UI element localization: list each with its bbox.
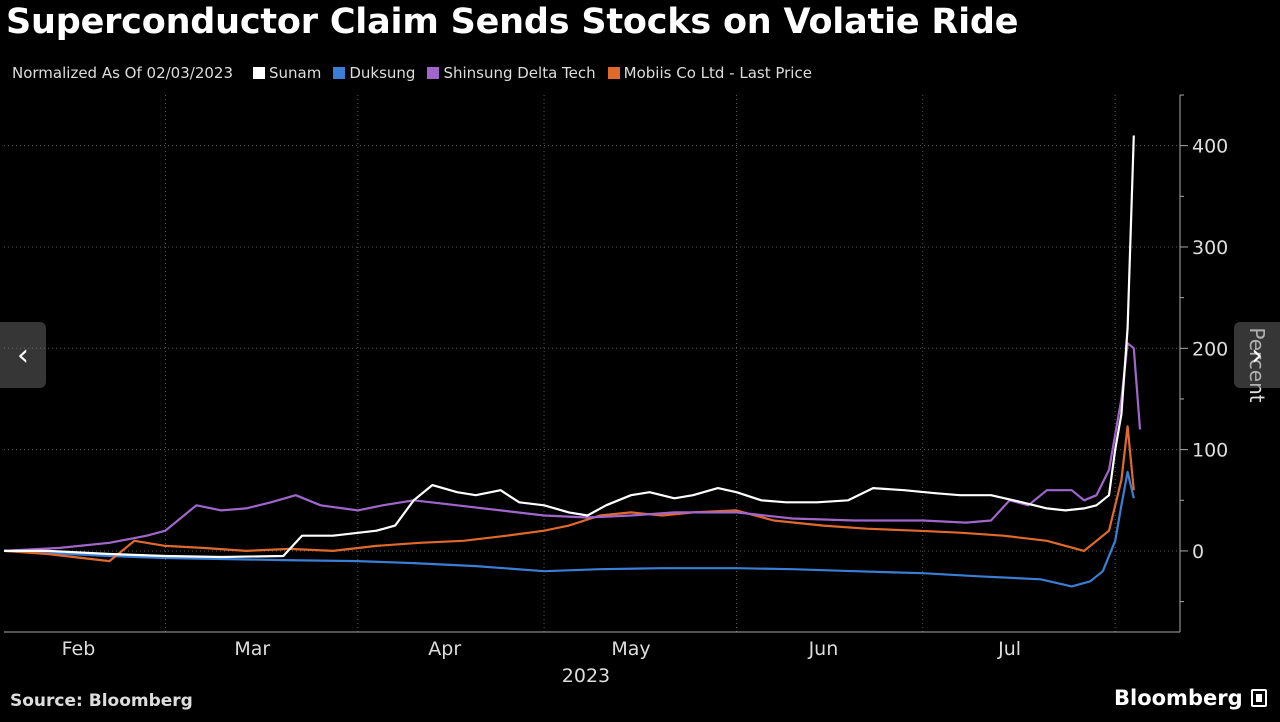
y-axis-title: Percent: [1245, 327, 1269, 402]
chevron-right-icon[interactable]: ›: [1234, 322, 1280, 388]
legend-swatch-duksung: [333, 67, 346, 79]
source-note: Source: Bloomberg: [10, 691, 193, 711]
x-tick-label: Jun: [808, 638, 839, 660]
series-line-sunam: [4, 135, 1135, 559]
legend-label-mobiis: Mobiis Co Ltd - Last Price: [623, 64, 812, 82]
brand-logo: Bloomberg: [1114, 686, 1267, 710]
chevron-left-icon[interactable]: ‹: [0, 322, 46, 388]
legend-label-duksung: Duksung: [349, 64, 416, 82]
legend-label-shinsung: Shinsung Delta Tech: [443, 64, 596, 82]
chart-title: Superconductor Claim Sends Stocks on Vol…: [6, 2, 1019, 42]
y-tick-label: 300: [1192, 237, 1228, 259]
x-tick-label: Jul: [997, 638, 1021, 660]
normalized-note: Normalized As Of 02/03/2023: [12, 64, 233, 82]
series-line-mobiis: [3, 425, 1135, 563]
legend-item-duksung: Duksung: [333, 64, 415, 82]
legend-swatch-mobiis: [607, 67, 620, 79]
x-tick-label: Feb: [62, 638, 96, 660]
y-tick-label: 400: [1192, 136, 1228, 158]
bloomberg-mark-icon: [1250, 689, 1267, 707]
brand-name: Bloomberg: [1114, 686, 1243, 710]
legend-swatch-shinsung: [427, 67, 440, 79]
legend-item-shinsung: Shinsung Delta Tech: [427, 64, 596, 82]
y-tick-label: 0: [1192, 541, 1204, 563]
y-tick-label: 100: [1192, 440, 1228, 462]
legend-item-mobiis: Mobiis Co Ltd - Last Price: [607, 64, 812, 82]
x-axis-year-label: 2023: [562, 665, 610, 687]
legend-item-sunam: Sunam: [253, 64, 321, 82]
legend: Normalized As Of 02/03/2023 Sunam Duksun…: [12, 64, 824, 82]
series-line-shinsung: [3, 342, 1142, 552]
legend-swatch-sunam: [253, 67, 265, 79]
x-tick-label: Mar: [234, 638, 270, 660]
x-tick-label: May: [611, 638, 650, 660]
legend-label-sunam: Sunam: [269, 64, 322, 82]
series-line-duksung: [3, 470, 1135, 588]
y-tick-label: 200: [1192, 338, 1228, 360]
x-tick-label: Apr: [428, 638, 461, 660]
